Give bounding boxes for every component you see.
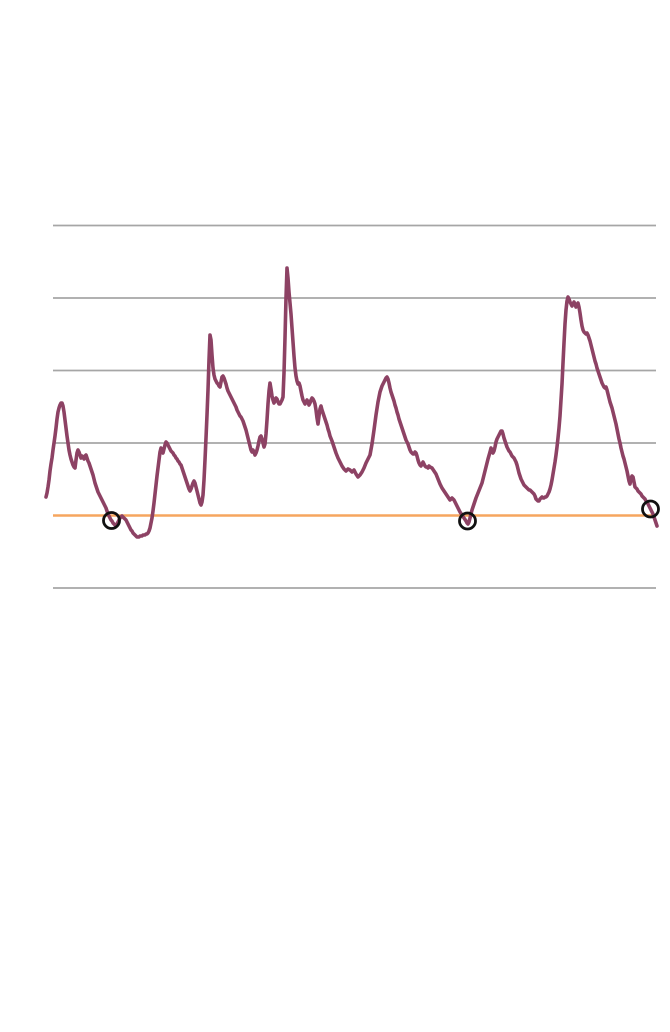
trend-line: [44, 266, 659, 539]
gridlines-group: [53, 224, 656, 589]
circle-marker: [102, 511, 121, 530]
series-group: [44, 266, 659, 539]
circle-marker: [641, 499, 660, 519]
markers-group: [102, 499, 660, 531]
circle-marker: [458, 511, 477, 531]
